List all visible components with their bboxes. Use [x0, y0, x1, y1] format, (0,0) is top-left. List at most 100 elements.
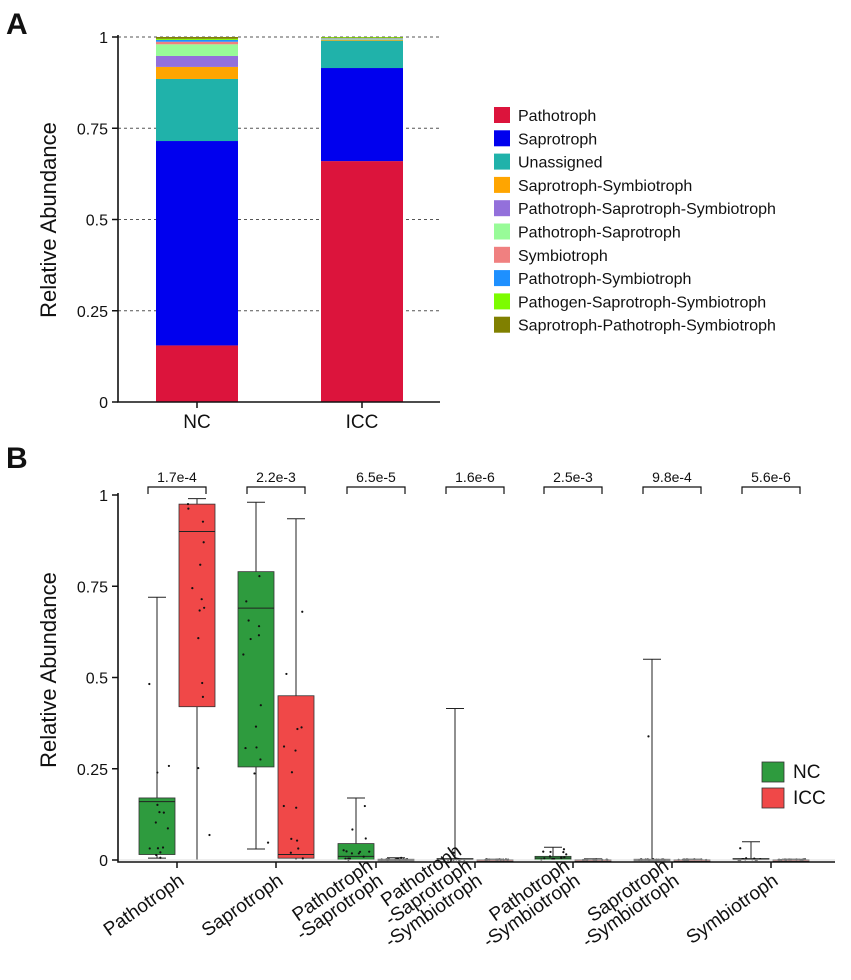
legend-label-pathotroph-saprotroph: Pathotroph-Saprotroph [518, 225, 681, 242]
box-saprotroph-icc-point [297, 847, 299, 849]
box-pathotroph-icc-point [203, 607, 205, 609]
box-saprotroph-nc-point [258, 575, 260, 577]
bar-nc-pathotroph-symbiotroph [156, 40, 238, 42]
box-saprotroph-icc-point [294, 749, 296, 751]
box-pathotroph-icc-point [197, 637, 199, 639]
box-saprotroph-icc-point [285, 673, 287, 675]
box-saprotroph-nc-box [238, 572, 274, 767]
box-pathotroph-saprotroph-icc-point [400, 857, 402, 859]
box-pathotroph-saprotroph-nc-point [351, 852, 353, 854]
legend-label-pathotroph-saprotroph-symbiotroph: Pathotroph-Saprotroph-Symbiotroph [518, 201, 776, 218]
box-saprotroph-nc-point [255, 726, 257, 728]
b-xtick-label-line: Saprotroph [198, 870, 287, 941]
box-pathotroph-icc-point [199, 564, 201, 566]
box-saprotroph-nc-point [255, 746, 257, 748]
a-xtick-label-icc: ICC [346, 412, 379, 433]
box-pathotroph-icc-point [187, 508, 189, 510]
legend-label-pathotroph-symbiotroph: Pathotroph-Symbiotroph [518, 271, 691, 288]
b-xtick-label-pathotroph-saprotroph-symbiotroph: Pathotroph-Saprotroph-Symbiotroph [361, 841, 486, 953]
box-saprotroph-nc-point [260, 704, 262, 706]
pvalue-bracket-4 [446, 487, 504, 494]
legend-swatch-saprotroph-pathotroph-symbiotroph [494, 317, 510, 333]
box-symbiotroph-nc-point [739, 847, 741, 849]
box-pathotroph-symbiotroph-nc-point [562, 851, 564, 853]
legend-swatch-nc [762, 762, 784, 782]
bar-icc-saprotroph [321, 68, 403, 161]
box-pathotroph-nc-point [159, 851, 161, 853]
a-ytick-label-0-5: 0.5 [86, 213, 108, 230]
box-pathotroph-saprotroph-nc-point [359, 851, 361, 853]
pvalue-bracket-3 [347, 487, 405, 494]
box-pathotroph-symbiotroph-nc-point [563, 848, 565, 850]
pvalue-label-5: 2.5e-3 [553, 469, 593, 485]
pvalue-label-6: 9.8e-4 [652, 469, 692, 485]
panel-a-label: A [6, 8, 28, 41]
bar-nc-saprotroph [156, 141, 238, 345]
legend-label-unassigned: Unassigned [518, 155, 603, 172]
panel-a-ylabel: Relative Abundance [36, 122, 61, 318]
box-pathotroph-symbiotroph-nc-point [549, 851, 551, 853]
panel-b-label: B [6, 442, 28, 475]
box-pathotroph-icc-box [179, 504, 215, 707]
b-xtick-label-saprotroph: Saprotroph [198, 870, 287, 941]
box-pathotroph-nc-point [158, 811, 160, 813]
b-xtick-label-saprotroph-symbiotroph: Saprotroph-Symbiotroph [568, 855, 683, 952]
b-ytick-label-0-5: 0.5 [86, 671, 108, 688]
pvalue-bracket-2 [247, 487, 305, 494]
box-pathotroph-nc-point [159, 857, 161, 859]
box-saprotroph-nc-point [258, 634, 260, 636]
box-pathotroph-nc-point [168, 765, 170, 767]
legend-label-pathogen-saprotroph-symbiotroph: Pathogen-Saprotroph-Symbiotroph [518, 294, 766, 311]
a-ytick-label-0: 0 [99, 395, 108, 412]
b-xtick-label-pathotroph-saprotroph: Pathotroph-Saprotroph [283, 855, 388, 945]
b-axis-lines [118, 493, 835, 862]
box-saprotroph-nc-point [253, 772, 255, 774]
box-pathotroph-symbiotroph-nc-point [543, 857, 545, 859]
legend-label-saprotroph: Saprotroph [518, 131, 597, 148]
pvalue-bracket-7 [742, 487, 800, 494]
box-saprotroph-icc-point [291, 771, 293, 773]
box-saprotroph-icc-point [295, 807, 297, 809]
box-pathotroph-icc-point [199, 609, 201, 611]
legend-swatch-pathogen-saprotroph-symbiotroph [494, 293, 510, 309]
b-ytick-label-1: 1 [99, 488, 108, 505]
b-xtick-label-line: Symbiotroph [683, 870, 782, 948]
legend-swatch-pathotroph-symbiotroph [494, 270, 510, 286]
box-pathotroph-icc-point [197, 767, 199, 769]
box-saprotroph-icc-box [278, 696, 314, 858]
bar-nc-saprotroph-pathotroph-symbiotroph [156, 37, 238, 39]
box-saprotroph-icc-point [283, 805, 285, 807]
b-ytick-label-0: 0 [99, 853, 108, 870]
pvalue-bracket-6 [643, 487, 701, 494]
bar-icc-pathogen-saprotroph-symbiotroph [321, 37, 403, 38]
panel-a-legend: PathotrophSaprotrophUnassignedSaprotroph… [494, 107, 776, 335]
bar-nc-pathotroph [156, 345, 238, 402]
box-saprotroph-icc-point [302, 857, 304, 859]
box-pathotroph-icc-point [208, 834, 210, 836]
panel-b-ylabel: Relative Abundance [36, 572, 61, 768]
box-pathotroph-nc-box [139, 798, 175, 855]
bar-icc-pathotroph [321, 161, 403, 402]
pvalue-label-3: 6.5e-5 [356, 469, 396, 485]
bar-nc-saprotroph-symbiotroph [156, 67, 238, 79]
legend-label-nc: NC [793, 762, 820, 783]
box-pathotroph-icc-point [202, 696, 204, 698]
bar-nc-symbiotroph [156, 42, 238, 45]
box-pathotroph-saprotroph-nc-point [349, 857, 351, 859]
box-saprotroph-symbiotroph-nc-point [647, 735, 649, 737]
b-xtick-label-pathotroph-symbiotroph: Pathotroph-Symbiotroph [469, 855, 584, 952]
b-xtick-label-line: Pathotroph [100, 870, 188, 941]
pvalue-label-2: 2.2e-3 [256, 469, 296, 485]
legend-swatch-symbiotroph [494, 247, 510, 263]
box-pathotroph-symbiotroph-nc-point [565, 853, 567, 855]
bar-nc-pathotroph-saprotroph [156, 44, 238, 56]
box-pathotroph-nc-point [148, 683, 150, 685]
legend-swatch-pathotroph-saprotroph-symbiotroph [494, 200, 510, 216]
legend-swatch-unassigned [494, 154, 510, 170]
box-saprotroph-nc-point [248, 619, 250, 621]
a-ytick-label-0-25: 0.25 [77, 304, 108, 321]
a-ytick-label-1: 1 [99, 30, 108, 47]
legend-label-saprotroph-pathotroph-symbiotroph: Saprotroph-Pathotroph-Symbiotroph [518, 318, 776, 335]
